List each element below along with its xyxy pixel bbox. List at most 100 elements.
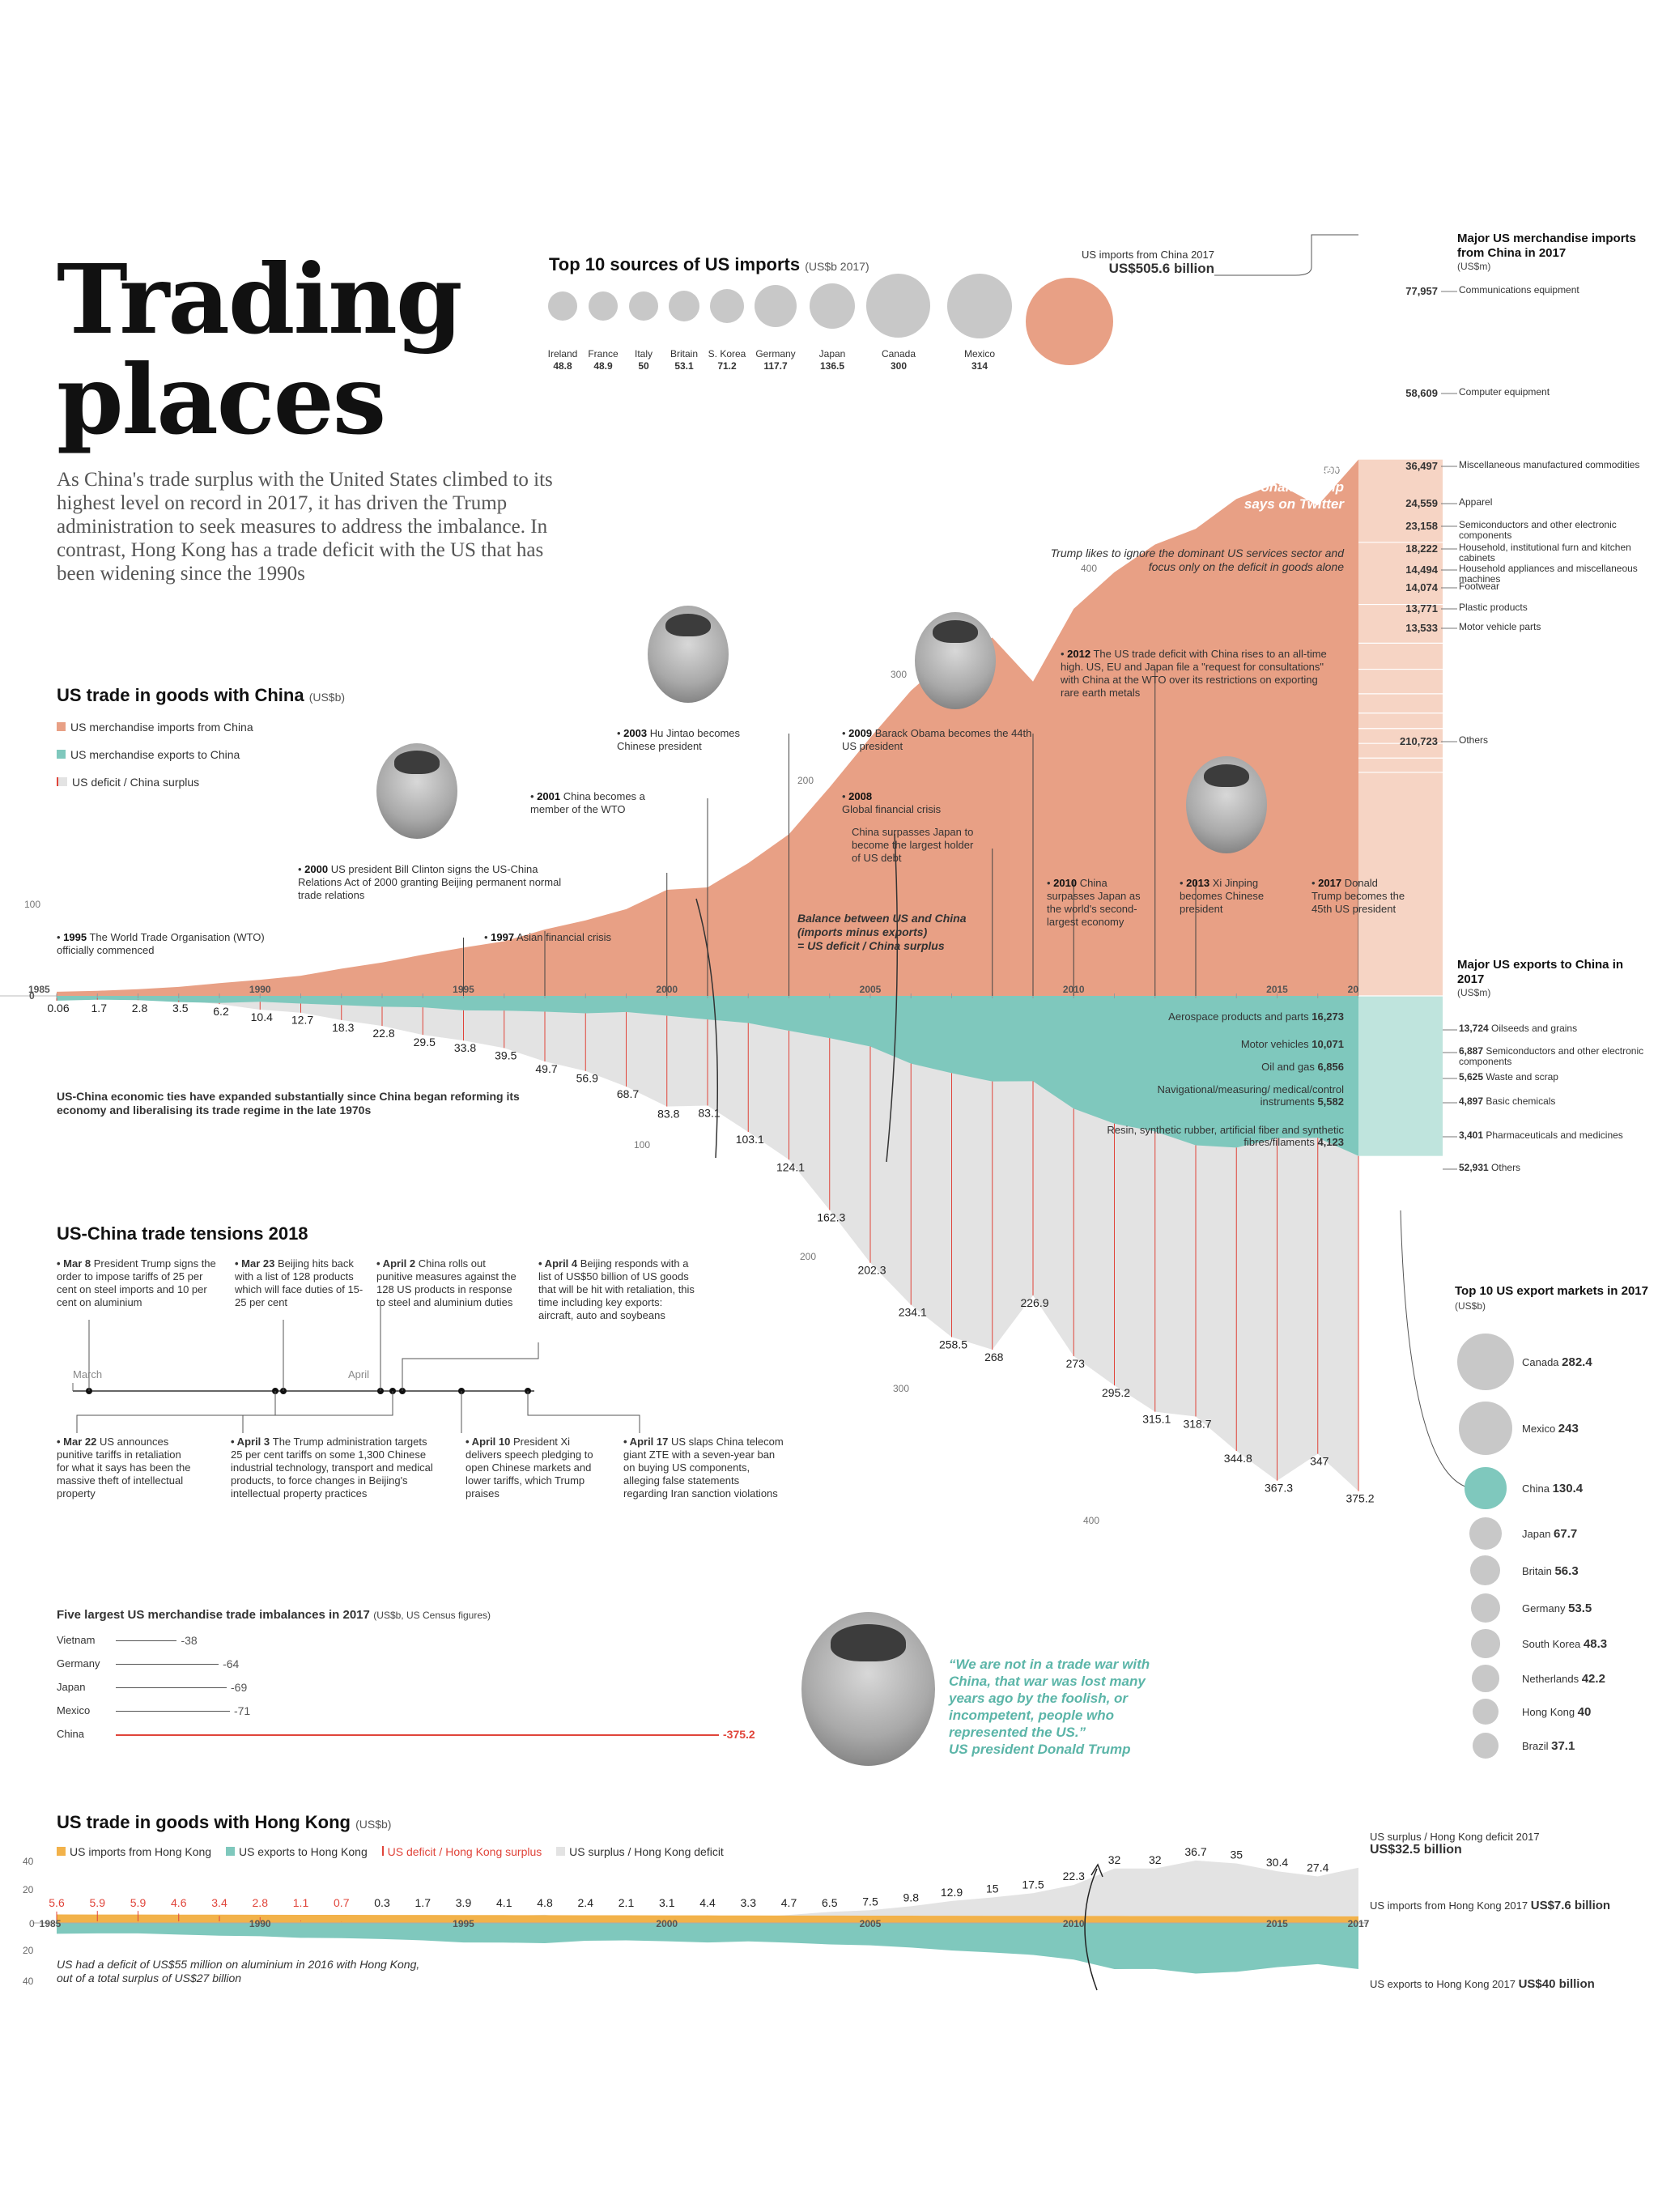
hk-year-label: 2005 [860,1918,882,1929]
tension-date: • April 10 [466,1436,513,1448]
deficit-value-label: 315.1 [1142,1413,1171,1426]
legend-imports-swatch [57,722,66,731]
export-market-value: 40 [1577,1705,1592,1719]
tension-leader [402,1342,539,1391]
hk-arrow-head [1090,1863,1103,1878]
export-market-country: Mexico [1522,1423,1558,1435]
imbalance-value: -69 [231,1681,248,1694]
export-market-label: Mexico 243 [1522,1422,1652,1436]
imports-item-value: 14,494 [1405,564,1438,576]
hk-surplus-callout: US surplus / Hong Kong deficit 2017 US$3… [1370,1831,1653,1857]
axis-value-up: 300 [891,669,907,680]
exports-area [57,996,1358,1156]
import-source-label: Canada 300 [866,348,931,372]
tension-event-top: • April 4 Beijing responds with a list o… [538,1257,700,1322]
hk-balance-label: 4.4 [699,1896,716,1909]
tension-text: Beijing hits back with a list of 128 pro… [235,1257,363,1308]
event-year: 2001 [537,790,561,802]
hk-unit: (US$b) [355,1818,392,1831]
deficit-value-label: 29.5 [414,1036,436,1049]
exports-left-item: Aerospace products and parts 16,273 [1101,1010,1344,1023]
export-market-bubble [1465,1467,1507,1509]
export-market-label: Britain 56.3 [1522,1564,1652,1578]
event-text: The World Trade Organisation (WTO) offic… [57,931,265,956]
tension-month-april: April [348,1368,370,1380]
import-source-country: S. Korea [708,348,746,359]
exports-right-value: 6,887 [1459,1045,1486,1057]
export-market-country: China [1522,1482,1553,1495]
exports-right-label: Waste and scrap [1486,1071,1558,1083]
import-source-country: Italy [634,348,653,359]
hk-legend-deficit-swatch [381,1846,384,1856]
axis-value-down: 400 [1083,1515,1099,1526]
import-source-label: Italy 50 [611,348,676,372]
imports-item-label: Household, institutional furn and kitche… [1459,542,1631,564]
deficit-value-label: 162.3 [817,1211,845,1224]
hk-balance-label: 3.4 [211,1896,227,1909]
exports-right-item: 5,625 Waste and scrap [1459,1072,1653,1083]
hk-balance-label: 1.7 [415,1896,432,1909]
event-2012: • 2012 The US trade deficit with China r… [1061,648,1327,699]
import-source-value: 48.9 [593,360,613,372]
hk-balance-label: 2.8 [253,1896,269,1909]
hk-legend: US imports from Hong Kong US exports to … [57,1845,724,1859]
hk-balance-label: 17.5 [1022,1878,1044,1891]
tension-text: President Trump signs the order to impos… [57,1257,216,1308]
deficit-value-label: 367.3 [1265,1482,1293,1495]
axis-value-up: 400 [1081,563,1097,574]
exports-right-item: 4,897 Basic chemicals [1459,1096,1653,1107]
hk-balance-label: 36.7 [1184,1845,1206,1858]
export-market-label: Canada 282.4 [1522,1355,1652,1369]
exports-breakdown-title: Major US exports to China in 2017 (US$m) [1457,958,1652,999]
deficit-value-label: 68.7 [617,1087,639,1100]
imbalance-country: Germany [57,1657,100,1670]
event-text: Hu Jintao becomes Chinese president [617,727,740,752]
tension-leader [76,1391,276,1433]
axis-value-up: 200 [797,775,814,786]
tension-event-bottom: • April 17 US slaps China telecom giant … [623,1436,785,1500]
hk-imports-callout: US imports from Hong Kong 2017 US$7.6 bi… [1370,1899,1653,1912]
legend-deficit-swatch [57,777,67,786]
exports-left-label: Motor vehicles [1240,1038,1312,1050]
hk-exports-callout: US exports to Hong Kong 2017 US$40 billi… [1370,1978,1653,1991]
hk-axis-label: 40 [23,1856,34,1867]
export-market-value: 48.3 [1583,1637,1608,1651]
event-2009: • 2009 Barack Obama becomes the 44th US … [842,727,1032,752]
legend-deficit-label: US deficit / China surplus [72,776,200,789]
title-line-1: Trading [57,243,462,355]
quote1-text: “Now we have a trade deficit of US$500 b… [1172,377,1344,478]
imports-item-label: Miscellaneous manufactured commodities [1459,459,1640,470]
export-market-value: 42.2 [1581,1672,1605,1686]
hk-legend-exports-swatch [225,1847,235,1856]
hk-balance-label: 2.4 [578,1896,594,1909]
export-market-value: 282.4 [1562,1355,1592,1369]
event-text: US president Bill Clinton signs the US-C… [298,863,562,901]
deficit-value-label: 202.3 [857,1264,886,1277]
imports-item-value: 210,723 [1400,735,1438,747]
exports-right-item: 6,887 Semiconductors and other electroni… [1459,1046,1653,1067]
hk-balance-label: 5.9 [90,1896,106,1909]
imbalance-bar [116,1664,219,1665]
imbalance-bar [116,1640,177,1641]
exports-right-value: 3,401 [1459,1129,1486,1141]
tension-event-bottom: • Mar 22 US announces punitive tariffs i… [57,1436,194,1500]
legend-imports: US merchandise imports from China [57,721,253,734]
tension-text: Beijing responds with a list of US$50 bi… [538,1257,695,1321]
legend-exports-swatch [57,750,66,759]
exports-right-item: 3,401 Pharmaceuticals and medicines [1459,1130,1653,1141]
exports-left-item: Oil and gas 6,856 [1101,1061,1344,1073]
export-market-value: 243 [1558,1422,1579,1436]
balance-note-formula: = US deficit / China surplus [797,939,945,952]
import-source-bubble [588,291,619,321]
event-year: 1995 [63,931,87,943]
deficit-value-label: 83.1 [698,1106,720,1119]
china-import-callout: US imports from China 2017 US$505.6 bill… [1028,249,1214,275]
balance-note: Balance between US and China (imports mi… [797,912,992,953]
top10-unit: (US$b 2017) [805,260,869,273]
imbalances-unit: (US$b, US Census figures) [373,1610,491,1621]
imports-item-label: Computer equipment [1459,386,1550,398]
export-market-country: Britain [1522,1565,1555,1577]
exports-left-item: Motor vehicles 10,071 [1101,1038,1344,1050]
imports-item-label: Household appliances and miscellaneous m… [1459,563,1638,585]
axis-value-down: 100 [634,1139,650,1151]
